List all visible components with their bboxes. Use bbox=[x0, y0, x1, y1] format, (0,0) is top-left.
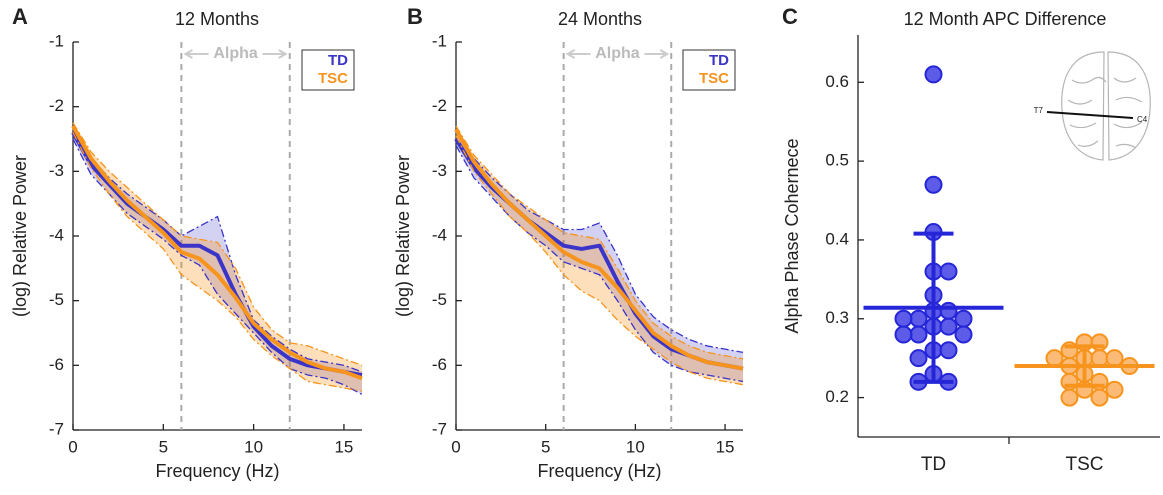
x-tick-label: 0 bbox=[68, 437, 77, 456]
band-edge bbox=[72, 132, 363, 392]
y-tick-label: -1 bbox=[49, 31, 64, 50]
annotation-arrowhead bbox=[659, 49, 670, 59]
mean-line bbox=[71, 125, 363, 381]
annotation-arrowhead bbox=[183, 49, 193, 59]
x-axis-label: Frequency (Hz) bbox=[537, 461, 661, 481]
y-tick-label: -1 bbox=[432, 31, 447, 50]
y-tick-label: -5 bbox=[49, 290, 64, 309]
data-point bbox=[939, 317, 958, 336]
y-tick-label: -7 bbox=[49, 419, 64, 438]
panel-label: A bbox=[12, 4, 28, 29]
data-point bbox=[909, 325, 928, 344]
legend-box bbox=[301, 49, 355, 91]
x-tick-label: 0 bbox=[451, 437, 460, 456]
confidence-band bbox=[456, 132, 743, 382]
legend-entry: TSC bbox=[699, 70, 729, 87]
legend-entry: TSC bbox=[318, 70, 348, 87]
brain-right-hemisphere bbox=[1107, 51, 1151, 161]
band-edge bbox=[72, 138, 363, 396]
x-tick-label: 5 bbox=[541, 437, 550, 456]
electrode-link bbox=[1046, 111, 1134, 119]
x-tick-label: TSC bbox=[1066, 454, 1104, 475]
annotation: Alpha bbox=[595, 45, 640, 62]
data-point bbox=[954, 325, 973, 344]
x-tick-label: TD bbox=[921, 454, 946, 475]
y-tick-label: -5 bbox=[432, 290, 447, 309]
chart-title: 12 Months bbox=[175, 9, 259, 29]
y-tick-label: -2 bbox=[49, 96, 64, 115]
data-point bbox=[1060, 388, 1079, 407]
band-edge bbox=[72, 128, 363, 373]
panel-label: B bbox=[407, 4, 423, 29]
panel-label: C bbox=[782, 4, 798, 29]
brain-inset bbox=[1061, 51, 1151, 161]
y-tick-label: -4 bbox=[49, 225, 64, 244]
confidence-band bbox=[73, 129, 362, 395]
annotation-arrowhead bbox=[565, 49, 576, 59]
mean-line bbox=[454, 128, 744, 371]
x-tick-label: 5 bbox=[159, 437, 168, 456]
data-point bbox=[909, 349, 928, 368]
band-edge bbox=[455, 132, 744, 354]
band-edge bbox=[72, 122, 363, 366]
data-point bbox=[1105, 349, 1124, 368]
data-point bbox=[1045, 349, 1064, 368]
x-axis-label: Frequency (Hz) bbox=[155, 461, 279, 481]
data-point bbox=[1090, 388, 1109, 407]
data-point bbox=[939, 341, 958, 360]
chart-title: 24 Months bbox=[558, 9, 642, 29]
band-edge bbox=[455, 145, 744, 383]
annotation-arrowhead bbox=[278, 49, 288, 59]
y-tick-label: -6 bbox=[432, 355, 447, 374]
y-axis-label: (log) Relative Power bbox=[10, 155, 30, 317]
legend-box bbox=[682, 49, 736, 91]
confidence-band bbox=[456, 126, 743, 385]
y-tick-label: 0.5 bbox=[825, 151, 849, 170]
data-point bbox=[954, 309, 973, 328]
band-edge bbox=[455, 125, 744, 360]
data-point bbox=[1105, 380, 1124, 399]
band-edge bbox=[455, 135, 744, 386]
data-point bbox=[924, 65, 943, 84]
data-point bbox=[894, 325, 913, 344]
y-tick-label: -3 bbox=[49, 161, 64, 180]
data-point bbox=[924, 175, 943, 194]
y-tick-label: -6 bbox=[49, 355, 64, 374]
y-tick-label: -7 bbox=[432, 419, 447, 438]
y-tick-label: 0.3 bbox=[825, 308, 849, 327]
data-point bbox=[939, 301, 958, 320]
chart-title: 12 Month APC Difference bbox=[904, 9, 1107, 29]
brain-sulci bbox=[1067, 76, 1143, 149]
data-point bbox=[1090, 349, 1109, 368]
y-tick-label: -3 bbox=[432, 161, 447, 180]
electrode-label: C4 bbox=[1137, 115, 1148, 124]
annotation: Alpha bbox=[213, 45, 258, 62]
data-point bbox=[909, 309, 928, 328]
x-tick-label: 10 bbox=[244, 437, 263, 456]
y-tick-label: 0.4 bbox=[825, 229, 849, 248]
y-tick-label: 0.6 bbox=[825, 72, 849, 91]
data-point bbox=[939, 262, 958, 281]
y-tick-label: 0.2 bbox=[825, 387, 849, 406]
y-tick-label: -2 bbox=[432, 96, 447, 115]
electrode-label: T7 bbox=[1034, 106, 1044, 115]
y-tick-label: -4 bbox=[432, 225, 447, 244]
x-tick-label: 15 bbox=[716, 437, 735, 456]
legend-entry: TD bbox=[709, 52, 729, 69]
y-axis-label: Alpha Phase Cohernece bbox=[782, 138, 802, 333]
brain-left-hemisphere bbox=[1061, 51, 1105, 161]
legend-entry: TD bbox=[328, 52, 348, 69]
mean-line bbox=[71, 131, 363, 378]
data-point bbox=[894, 309, 913, 328]
x-tick-label: 10 bbox=[626, 437, 645, 456]
y-axis-label: (log) Relative Power bbox=[393, 155, 413, 317]
x-tick-label: 15 bbox=[334, 437, 353, 456]
